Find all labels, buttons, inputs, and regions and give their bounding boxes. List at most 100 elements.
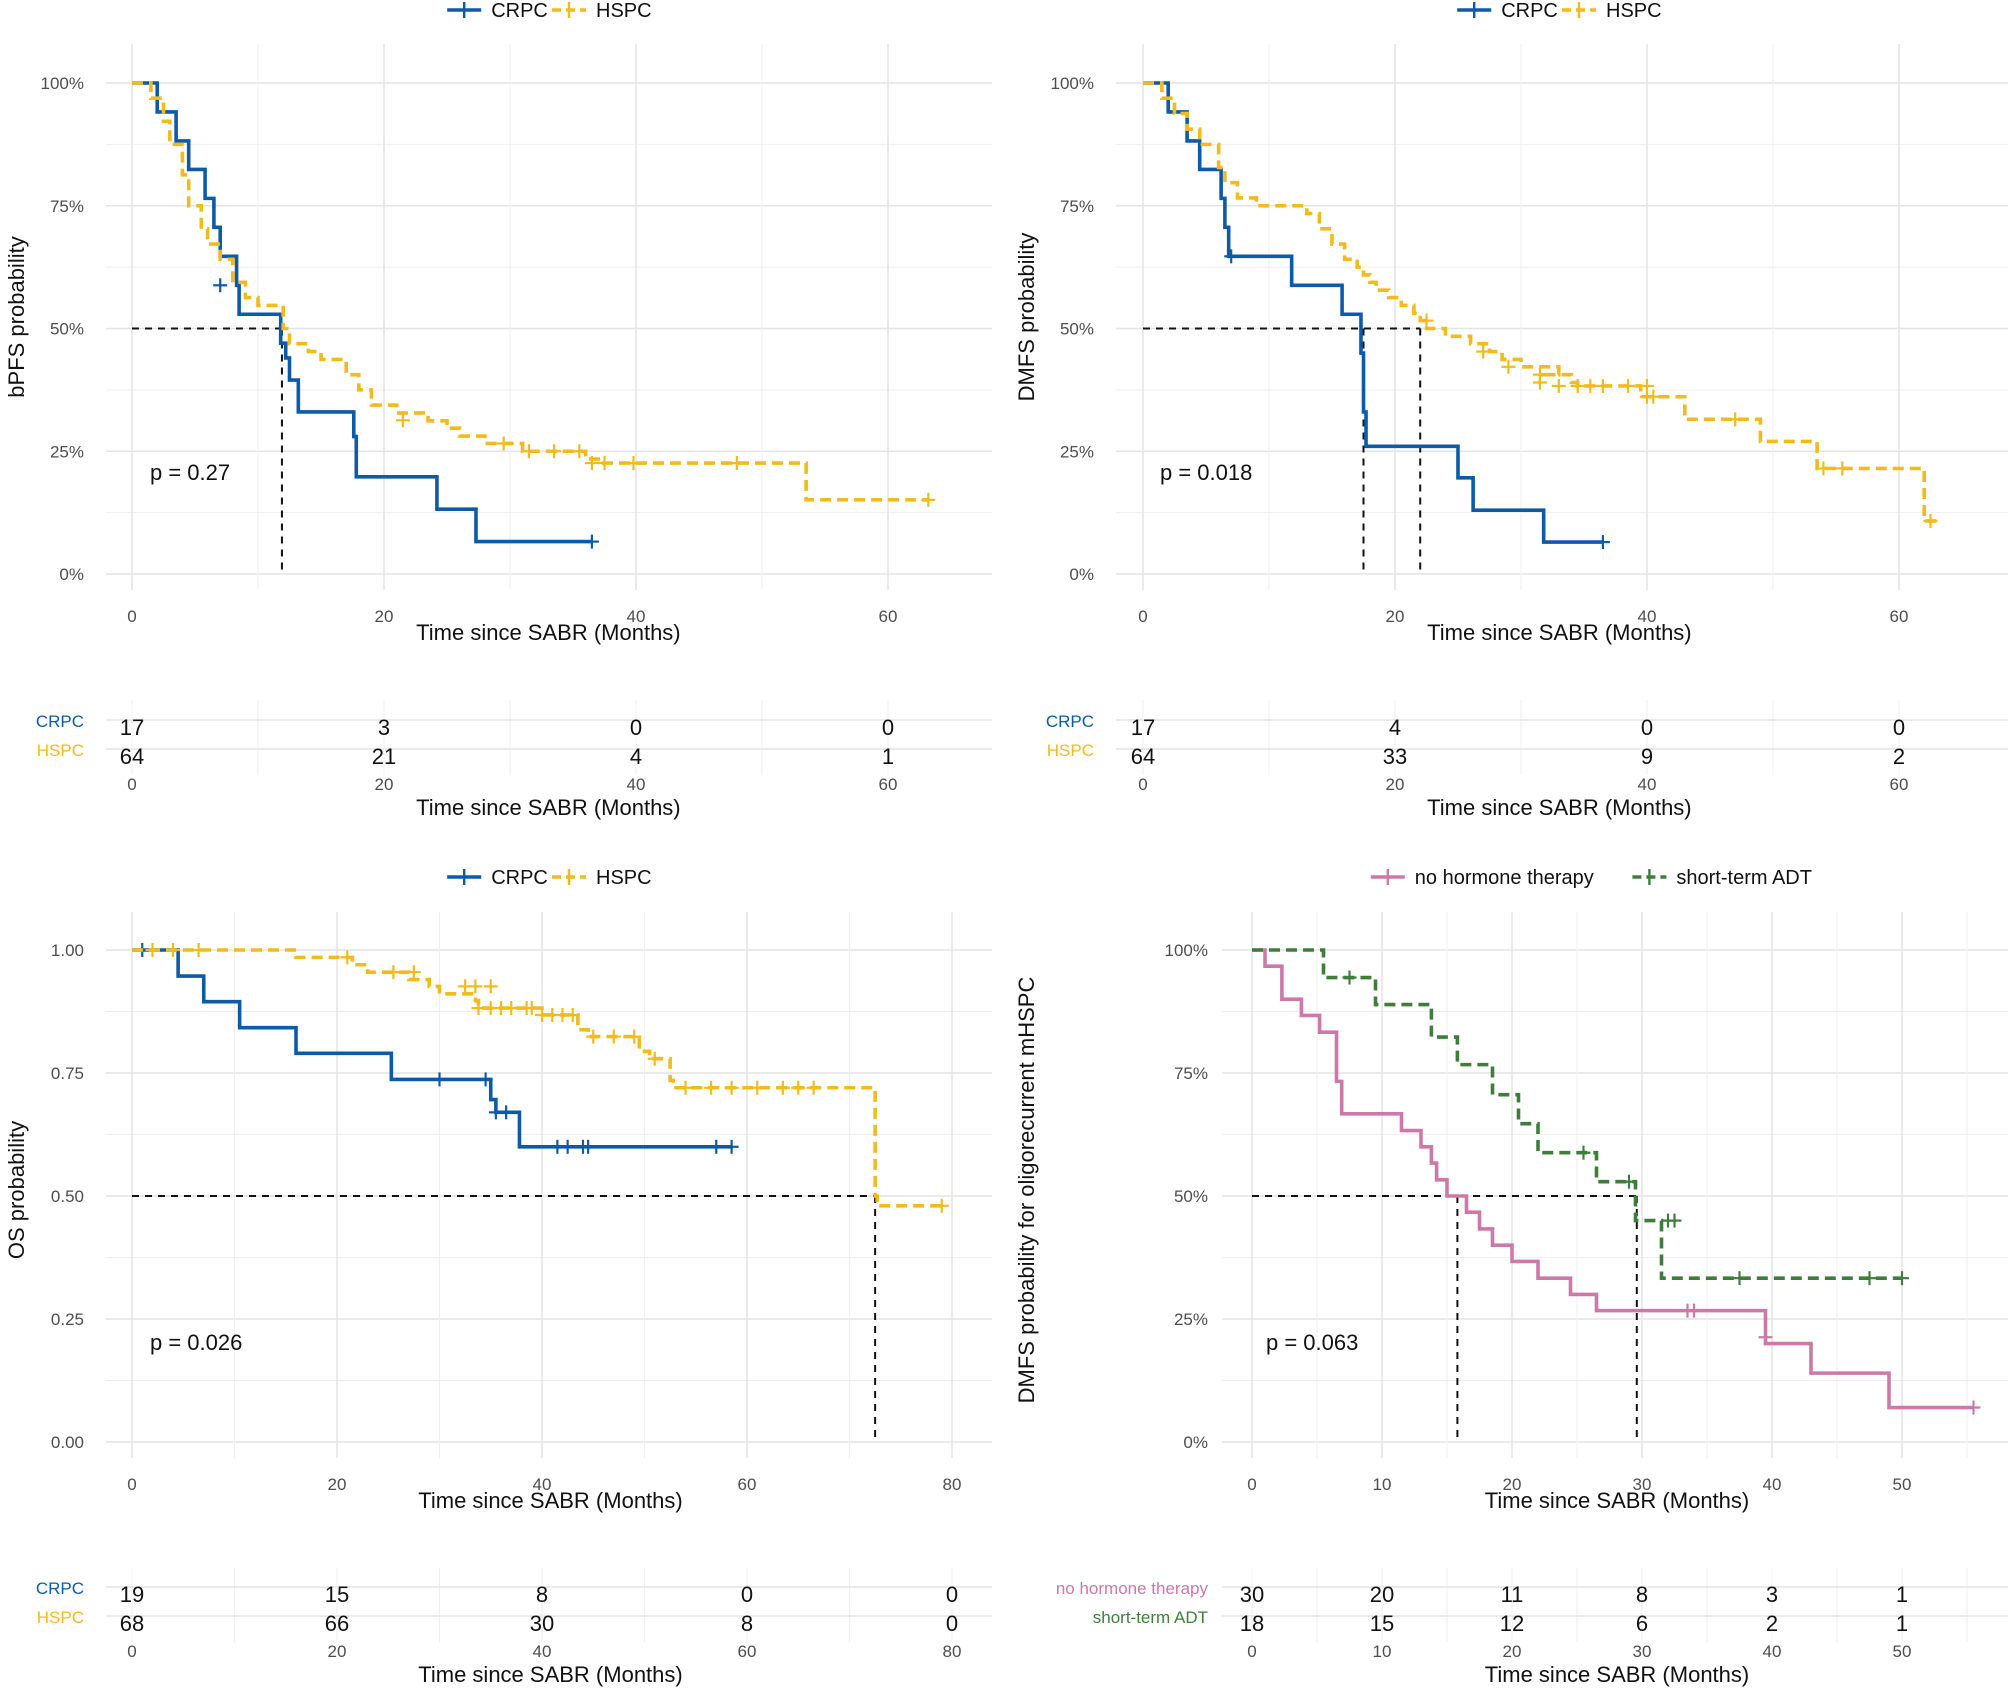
risk-count: 4	[630, 744, 642, 769]
x-tick-label: 0	[127, 1475, 136, 1494]
risk-count: 64	[1131, 744, 1155, 769]
x-tick-label: 40	[1763, 1475, 1782, 1494]
risk-x-axis-title: Time since SABR (Months)	[416, 795, 680, 820]
survival-curve-hspc	[132, 948, 942, 1208]
risk-count: 8	[741, 1611, 753, 1636]
legend: no hormone therapy short-term ADT	[1370, 867, 1812, 889]
risk-x-tick-label: 60	[879, 775, 898, 794]
risk-count: 3	[378, 715, 390, 740]
risk-count: 1	[882, 744, 894, 769]
y-axis-title: OS probability	[4, 1121, 29, 1259]
risk-x-tick-label: 40	[1763, 1642, 1782, 1661]
risk-count: 9	[1641, 744, 1653, 769]
risk-x-tick-label: 0	[127, 1642, 136, 1661]
x-tick-label: 40	[1638, 607, 1657, 626]
risk-row-label: CRPC	[1046, 712, 1094, 731]
y-tick-label: 0%	[59, 565, 84, 584]
survival-curve-crpc	[1143, 81, 1603, 544]
risk-row-label: CRPC	[36, 1579, 84, 1598]
legend-label: CRPC	[1501, 0, 1558, 22]
risk-row-label: HSPC	[37, 741, 84, 760]
y-tick-label: 100%	[1165, 941, 1208, 960]
x-tick-label: 80	[943, 1475, 962, 1494]
risk-count: 2	[1893, 744, 1905, 769]
risk-x-tick-label: 60	[738, 1642, 757, 1661]
risk-x-tick-label: 20	[328, 1642, 347, 1661]
y-tick-label: 100%	[41, 74, 84, 93]
x-tick-label: 20	[1503, 1475, 1522, 1494]
legend-label: short-term ADT	[1676, 867, 1812, 889]
risk-row-label: no hormone therapy	[1056, 1579, 1209, 1598]
x-tick-label: 20	[375, 607, 394, 626]
risk-x-axis-title: Time since SABR (Months)	[418, 1662, 682, 1687]
risk-count: 0	[630, 715, 642, 740]
risk-count: 0	[946, 1582, 958, 1607]
survival-curve-no-hormone-therapy	[1252, 948, 1974, 1410]
risk-count: 8	[536, 1582, 548, 1607]
survival-curve-hspc	[132, 81, 929, 502]
risk-count: 15	[1370, 1611, 1394, 1636]
risk-count: 12	[1500, 1611, 1524, 1636]
risk-x-tick-label: 10	[1373, 1642, 1392, 1661]
risk-count: 11	[1501, 1582, 1524, 1607]
risk-count: 0	[1641, 715, 1653, 740]
risk-x-tick-label: 40	[627, 775, 646, 794]
risk-x-tick-label: 0	[1247, 1642, 1256, 1661]
risk-count: 21	[372, 744, 396, 769]
survival-curve-hspc	[1143, 81, 1937, 523]
risk-count: 1	[1896, 1611, 1908, 1636]
risk-count: 68	[120, 1611, 144, 1636]
x-tick-label: 60	[738, 1475, 757, 1494]
risk-count: 4	[1389, 715, 1401, 740]
x-tick-label: 40	[533, 1475, 552, 1494]
x-tick-label: 0	[127, 607, 136, 626]
risk-x-tick-label: 0	[1138, 775, 1147, 794]
risk-count: 66	[325, 1611, 349, 1636]
x-tick-label: 10	[1373, 1475, 1392, 1494]
y-tick-label: 100%	[1051, 74, 1094, 93]
y-tick-label: 0%	[1069, 565, 1094, 584]
x-axis-title: Time since SABR (Months)	[1485, 1488, 1749, 1513]
p-value-label: p = 0.026	[150, 1330, 242, 1355]
legend: CRPC HSPC	[1457, 0, 1662, 22]
risk-count: 0	[741, 1582, 753, 1607]
y-tick-label: 50%	[1174, 1187, 1208, 1206]
legend-label: HSPC	[596, 0, 652, 22]
risk-count: 30	[530, 1611, 554, 1636]
legend: CRPC HSPC	[447, 0, 652, 22]
survival-curve-short-term-adt	[1252, 948, 1902, 1280]
x-axis-title: Time since SABR (Months)	[418, 1488, 682, 1513]
risk-count: 6	[1636, 1611, 1648, 1636]
risk-count: 0	[1893, 715, 1905, 740]
risk-count: 64	[120, 744, 144, 769]
risk-row-label: short-term ADT	[1093, 1608, 1208, 1627]
risk-x-tick-label: 20	[375, 775, 394, 794]
risk-x-axis-title: Time since SABR (Months)	[1485, 1662, 1749, 1687]
risk-count: 0	[946, 1611, 958, 1636]
y-axis-title: DMFS probability for oligorecurrent mHSP…	[1014, 977, 1039, 1404]
y-tick-label: 0.25	[51, 1310, 84, 1329]
risk-count: 19	[120, 1582, 144, 1607]
y-tick-label: 50%	[50, 320, 84, 339]
risk-x-axis-title: Time since SABR (Months)	[1427, 795, 1691, 820]
legend-label: HSPC	[1606, 0, 1662, 22]
x-tick-label: 60	[879, 607, 898, 626]
legend-label: CRPC	[491, 0, 548, 22]
y-axis-title: DMFS probability	[1014, 233, 1039, 402]
x-tick-label: 40	[627, 607, 646, 626]
legend-label: HSPC	[596, 867, 652, 889]
y-tick-label: 25%	[1174, 1310, 1208, 1329]
p-value-label: p = 0.27	[150, 460, 230, 485]
risk-count: 1	[1896, 1582, 1908, 1607]
x-tick-label: 0	[1247, 1475, 1256, 1494]
risk-count: 15	[325, 1582, 349, 1607]
risk-table: CRPC 17 3 0 0 HSPC 64 21 4 1 0 20 40 60 Time since SAB…	[36, 700, 992, 820]
y-tick-label: 75%	[50, 197, 84, 216]
y-tick-label: 0.75	[51, 1064, 84, 1083]
risk-row-label: CRPC	[36, 712, 84, 731]
survival-curve-crpc	[132, 81, 592, 544]
